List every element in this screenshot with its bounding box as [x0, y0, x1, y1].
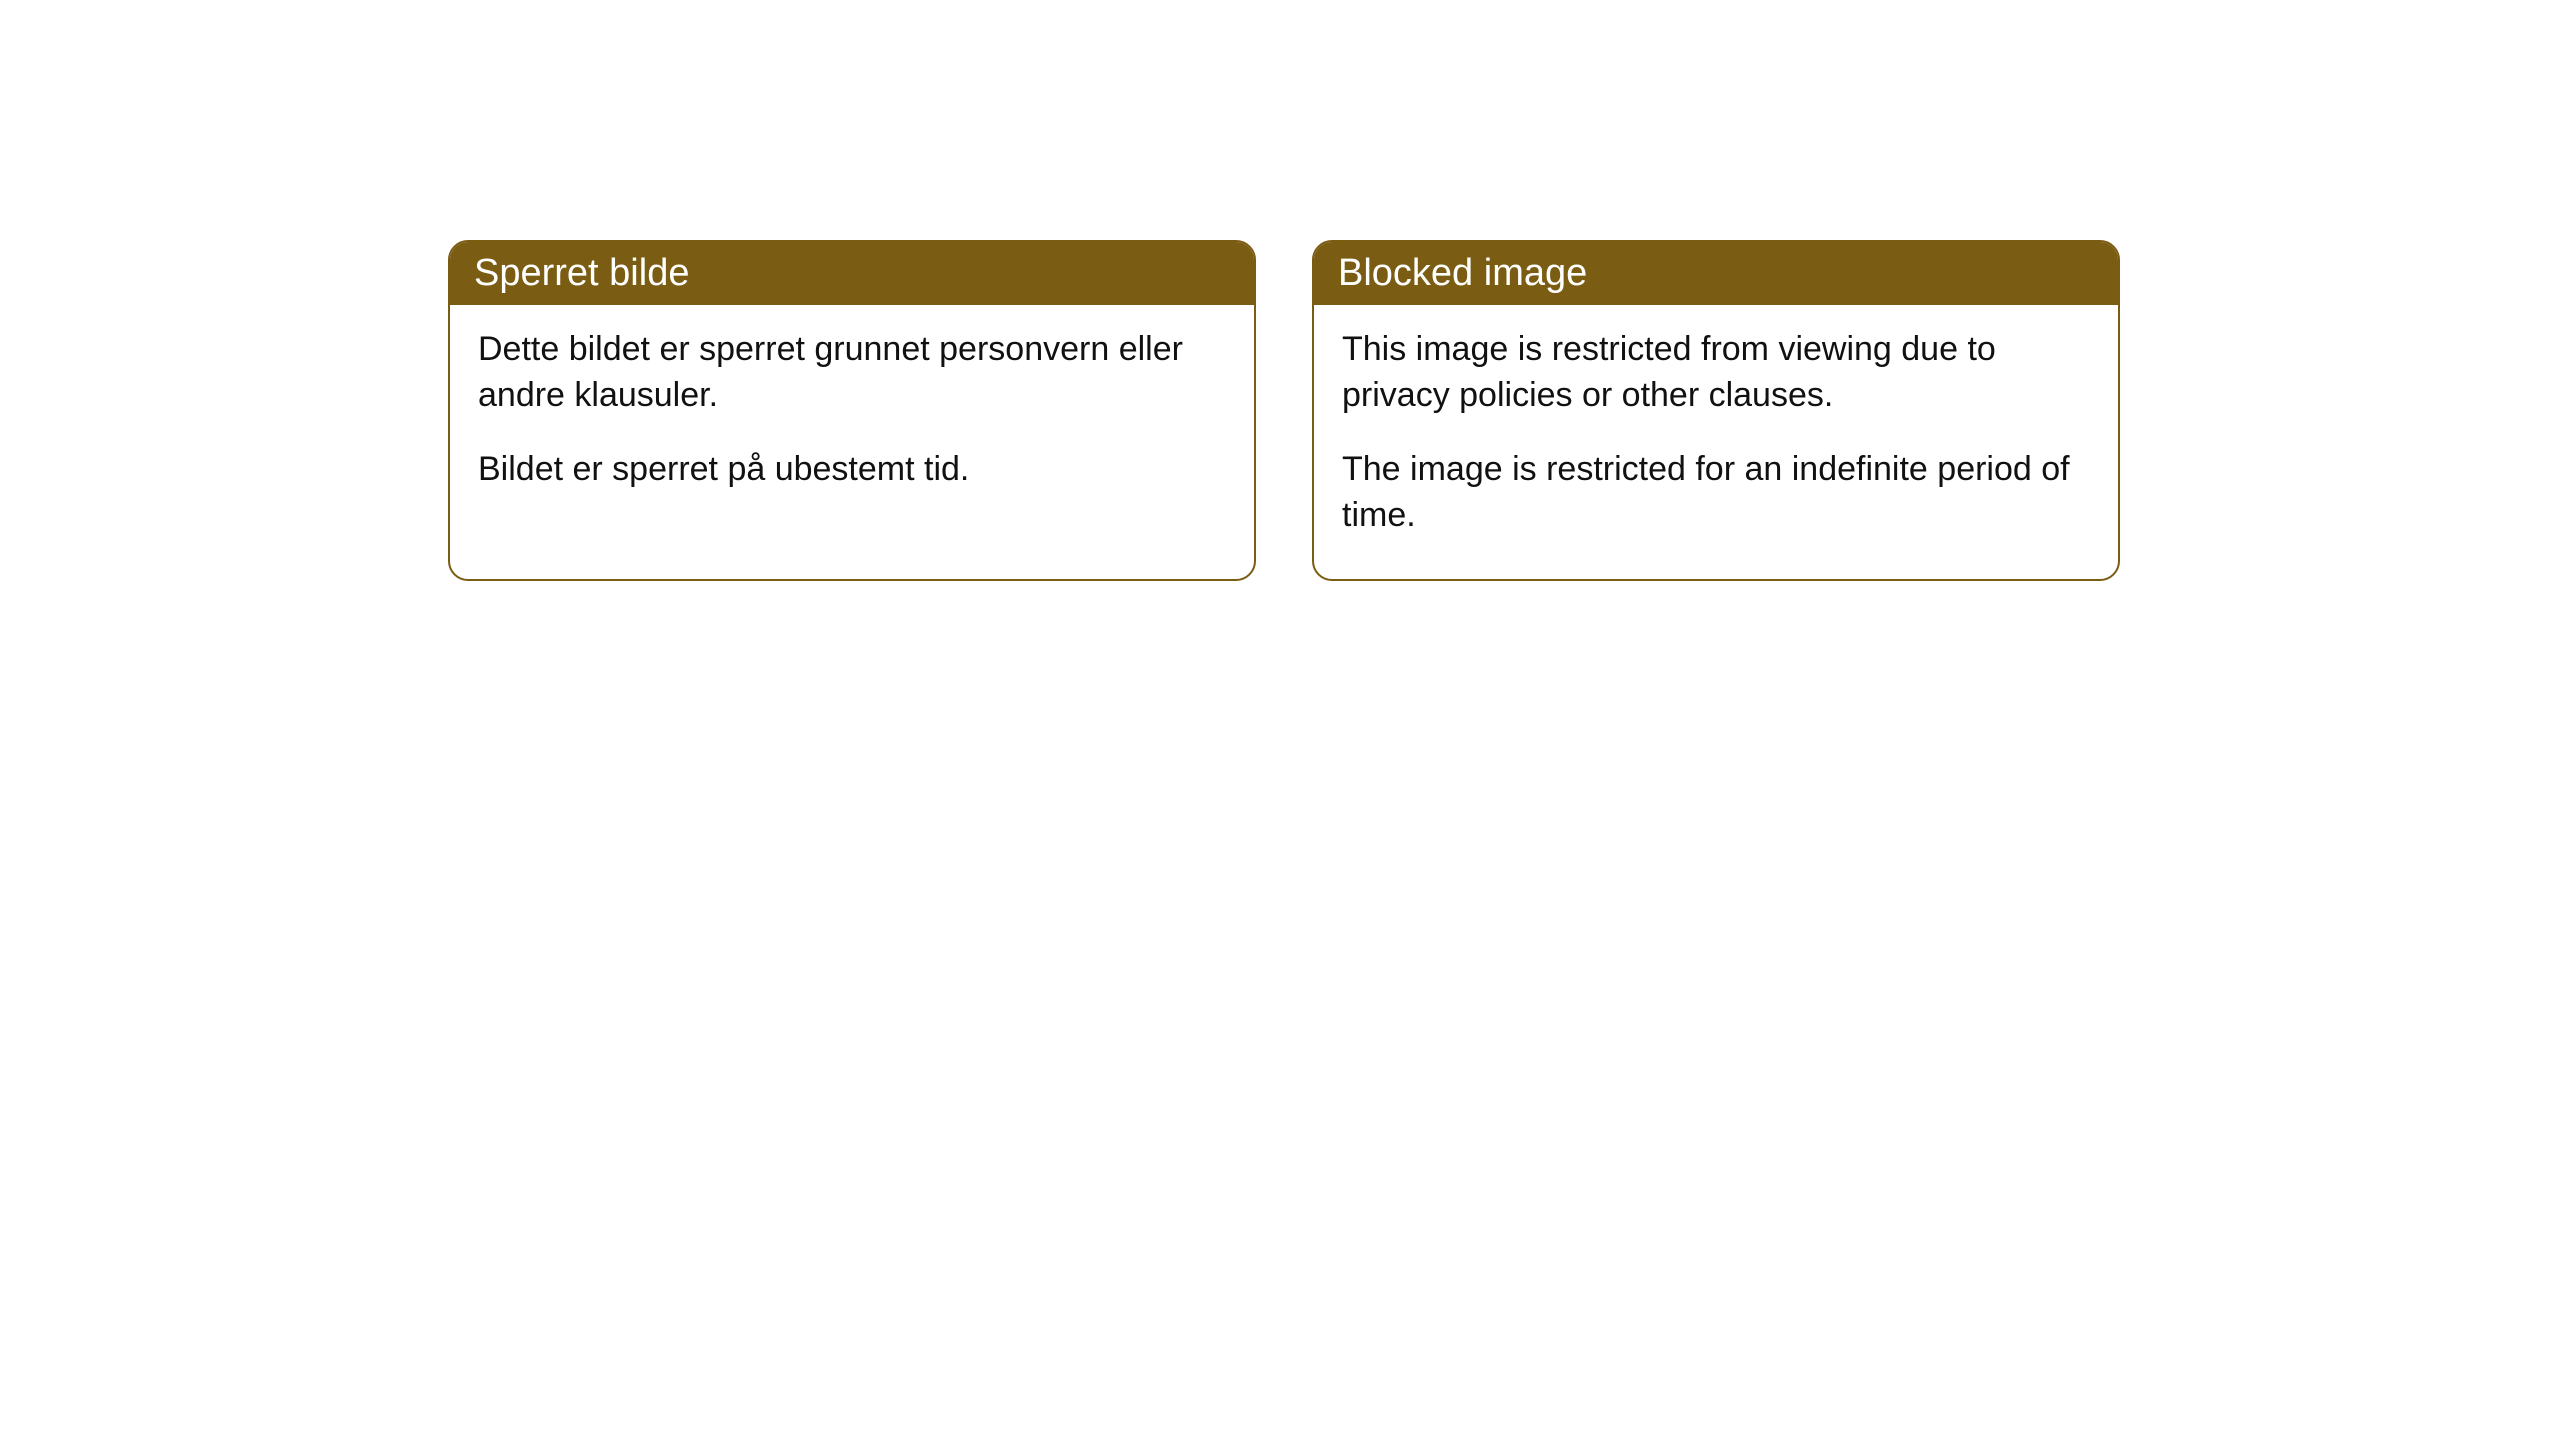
- card-header-english: Blocked image: [1314, 242, 2118, 305]
- card-paragraph: Bildet er sperret på ubestemt tid.: [478, 447, 1226, 493]
- card-paragraph: The image is restricted for an indefinit…: [1342, 447, 2090, 539]
- card-header-norwegian: Sperret bilde: [450, 242, 1254, 305]
- card-body-norwegian: Dette bildet er sperret grunnet personve…: [450, 305, 1254, 533]
- card-body-english: This image is restricted from viewing du…: [1314, 305, 2118, 579]
- card-paragraph: Dette bildet er sperret grunnet personve…: [478, 327, 1226, 419]
- notice-card-english: Blocked image This image is restricted f…: [1312, 240, 2120, 581]
- notice-cards-container: Sperret bilde Dette bildet er sperret gr…: [448, 240, 2120, 581]
- notice-card-norwegian: Sperret bilde Dette bildet er sperret gr…: [448, 240, 1256, 581]
- card-paragraph: This image is restricted from viewing du…: [1342, 327, 2090, 419]
